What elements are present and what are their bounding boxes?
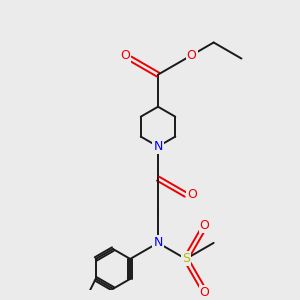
Text: O: O <box>200 219 209 232</box>
Text: N: N <box>153 236 163 249</box>
Text: S: S <box>182 252 190 266</box>
Text: O: O <box>187 188 197 201</box>
Text: O: O <box>121 49 130 62</box>
Text: O: O <box>187 50 196 62</box>
Text: N: N <box>153 140 163 153</box>
Text: O: O <box>200 286 209 299</box>
